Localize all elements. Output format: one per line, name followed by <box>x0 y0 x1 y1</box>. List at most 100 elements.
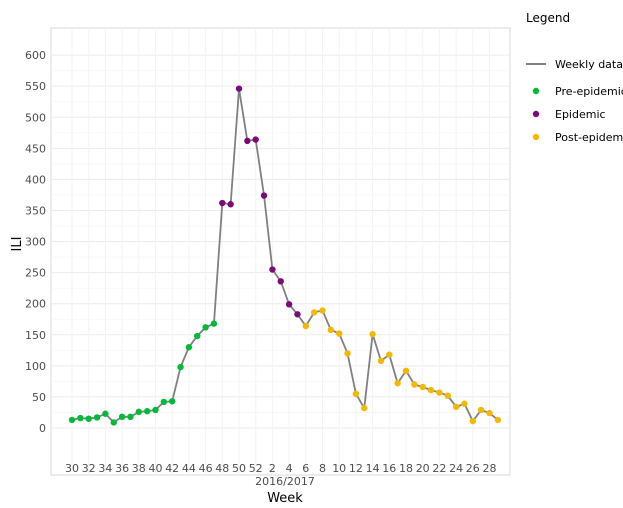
data-point-post-epidemic <box>327 326 335 334</box>
data-point-epidemic <box>294 311 301 318</box>
plot-panel <box>50 27 511 476</box>
x-tick-label: 42 <box>165 462 179 475</box>
y-tick-label: 100 <box>25 360 46 373</box>
data-point-epidemic <box>277 278 284 285</box>
x-tick-label: 20 <box>416 462 430 475</box>
data-point-post-epidemic <box>302 322 309 330</box>
legend-label-pre-epidemic: Pre-epidemic <box>555 85 623 98</box>
data-point-post-epidemic <box>486 409 493 417</box>
x-axis-sublabel: 2016/2017 <box>255 475 315 488</box>
data-point-post-epidemic <box>352 390 360 398</box>
x-tick-label: 44 <box>182 462 196 475</box>
y-tick-label: 550 <box>25 80 46 93</box>
data-point-epidemic <box>285 301 293 308</box>
y-axis-title: ILI <box>10 237 25 252</box>
y-tick-label: 450 <box>25 142 46 155</box>
x-tick-label: 30 <box>65 462 79 475</box>
data-point-pre-epidemic <box>160 398 168 406</box>
legend-label-weekly-data: Weekly data <box>555 58 623 71</box>
x-tick-label: 28 <box>483 462 497 475</box>
data-point-epidemic <box>269 266 276 273</box>
x-tick-label: 52 <box>249 462 263 475</box>
x-tick-label: 6 <box>302 462 309 475</box>
data-point-pre-epidemic <box>118 413 126 421</box>
x-tick-label: 50 <box>232 462 246 475</box>
data-point-pre-epidemic <box>202 324 209 331</box>
data-point-post-epidemic <box>411 381 418 388</box>
legend: Legend Weekly data Pre-epidemic Epidemic P… <box>526 11 623 144</box>
legend-title: Legend <box>526 11 570 25</box>
x-tick-label: 16 <box>382 462 396 475</box>
data-point-epidemic <box>244 137 251 145</box>
x-tick-label: 18 <box>399 462 413 475</box>
data-point-post-epidemic <box>394 380 401 387</box>
data-point-pre-epidemic <box>102 410 109 417</box>
data-point-post-epidemic <box>377 357 385 365</box>
data-point-post-epidemic <box>319 307 326 314</box>
data-point-post-epidemic <box>344 350 351 357</box>
legend-swatch-epidemic <box>532 110 540 118</box>
x-tick-label: 12 <box>349 462 363 475</box>
x-tick-label: 24 <box>449 462 463 475</box>
y-tick-label: 600 <box>25 49 46 62</box>
y-tick-label: 400 <box>25 173 46 186</box>
x-tick-label: 2 <box>269 462 276 475</box>
x-tick-labels: 30 32 34 36 38 40 42 44 46 48 50 52 2 4 6 8 10 12 14 16 18 20… <box>65 462 497 475</box>
data-point-post-epidemic <box>477 406 485 414</box>
x-tick-label: 14 <box>366 462 380 475</box>
x-tick-label: 32 <box>82 462 96 475</box>
data-point-pre-epidemic <box>143 408 151 415</box>
x-tick-label: 36 <box>115 462 129 475</box>
data-point-pre-epidemic <box>85 415 92 422</box>
y-tick-label: 500 <box>25 111 46 124</box>
x-tick-label: 40 <box>149 462 163 475</box>
x-tick-label: 4 <box>286 462 293 475</box>
x-tick-label: 8 <box>319 462 326 475</box>
data-point-pre-epidemic <box>135 408 142 416</box>
weekly-data-line <box>71 88 499 424</box>
legend-swatch-pre-epidemic <box>532 87 540 95</box>
x-axis-title: Week <box>267 491 303 506</box>
y-tick-label: 300 <box>25 236 46 249</box>
y-tick-labels: 0 50 100 150 200 250 300 350 400 450 500 550 600 <box>25 49 46 435</box>
data-point-post-epidemic <box>369 330 376 338</box>
data-point-pre-epidemic <box>68 416 76 424</box>
data-point-pre-epidemic <box>169 398 176 405</box>
data-point-pre-epidemic <box>93 414 101 421</box>
data-point-post-epidemic <box>436 389 443 396</box>
legend-label-post-epidemic: Post-epidemic <box>555 131 623 144</box>
y-tick-label: 0 <box>39 422 46 435</box>
data-point-post-epidemic <box>402 367 410 375</box>
y-tick-label: 50 <box>32 391 46 404</box>
y-tick-label: 200 <box>25 298 46 311</box>
data-point-post-epidemic <box>469 417 476 425</box>
data-point-post-epidemic <box>444 392 451 399</box>
data-point-pre-epidemic <box>77 414 84 422</box>
data-point-pre-epidemic <box>210 320 218 327</box>
y-tick-label: 250 <box>25 267 46 280</box>
data-point-epidemic <box>260 192 268 199</box>
data-point-post-epidemic <box>427 386 435 394</box>
legend-swatch-post-epidemic <box>532 133 540 141</box>
data-point-post-epidemic <box>310 309 318 316</box>
legend-label-epidemic: Epidemic <box>555 108 606 121</box>
grid-lines <box>51 28 510 475</box>
data-point-epidemic <box>235 85 243 92</box>
data-point-pre-epidemic <box>185 344 193 351</box>
data-point-epidemic <box>227 201 234 208</box>
data-point-epidemic <box>219 199 226 207</box>
x-tick-label: 22 <box>432 462 446 475</box>
data-point-pre-epidemic <box>194 332 201 340</box>
x-tick-label: 10 <box>332 462 346 475</box>
data-point-pre-epidemic <box>110 419 117 426</box>
data-point-post-epidemic <box>419 383 426 391</box>
x-tick-label: 48 <box>215 462 229 475</box>
data-point-pre-epidemic <box>177 363 184 371</box>
data-point-post-epidemic <box>452 403 460 411</box>
data-point-epidemic <box>252 136 259 143</box>
data-point-post-epidemic <box>461 400 468 407</box>
x-tick-label: 26 <box>466 462 480 475</box>
data-point-post-epidemic <box>361 404 368 412</box>
data-points <box>68 85 502 426</box>
